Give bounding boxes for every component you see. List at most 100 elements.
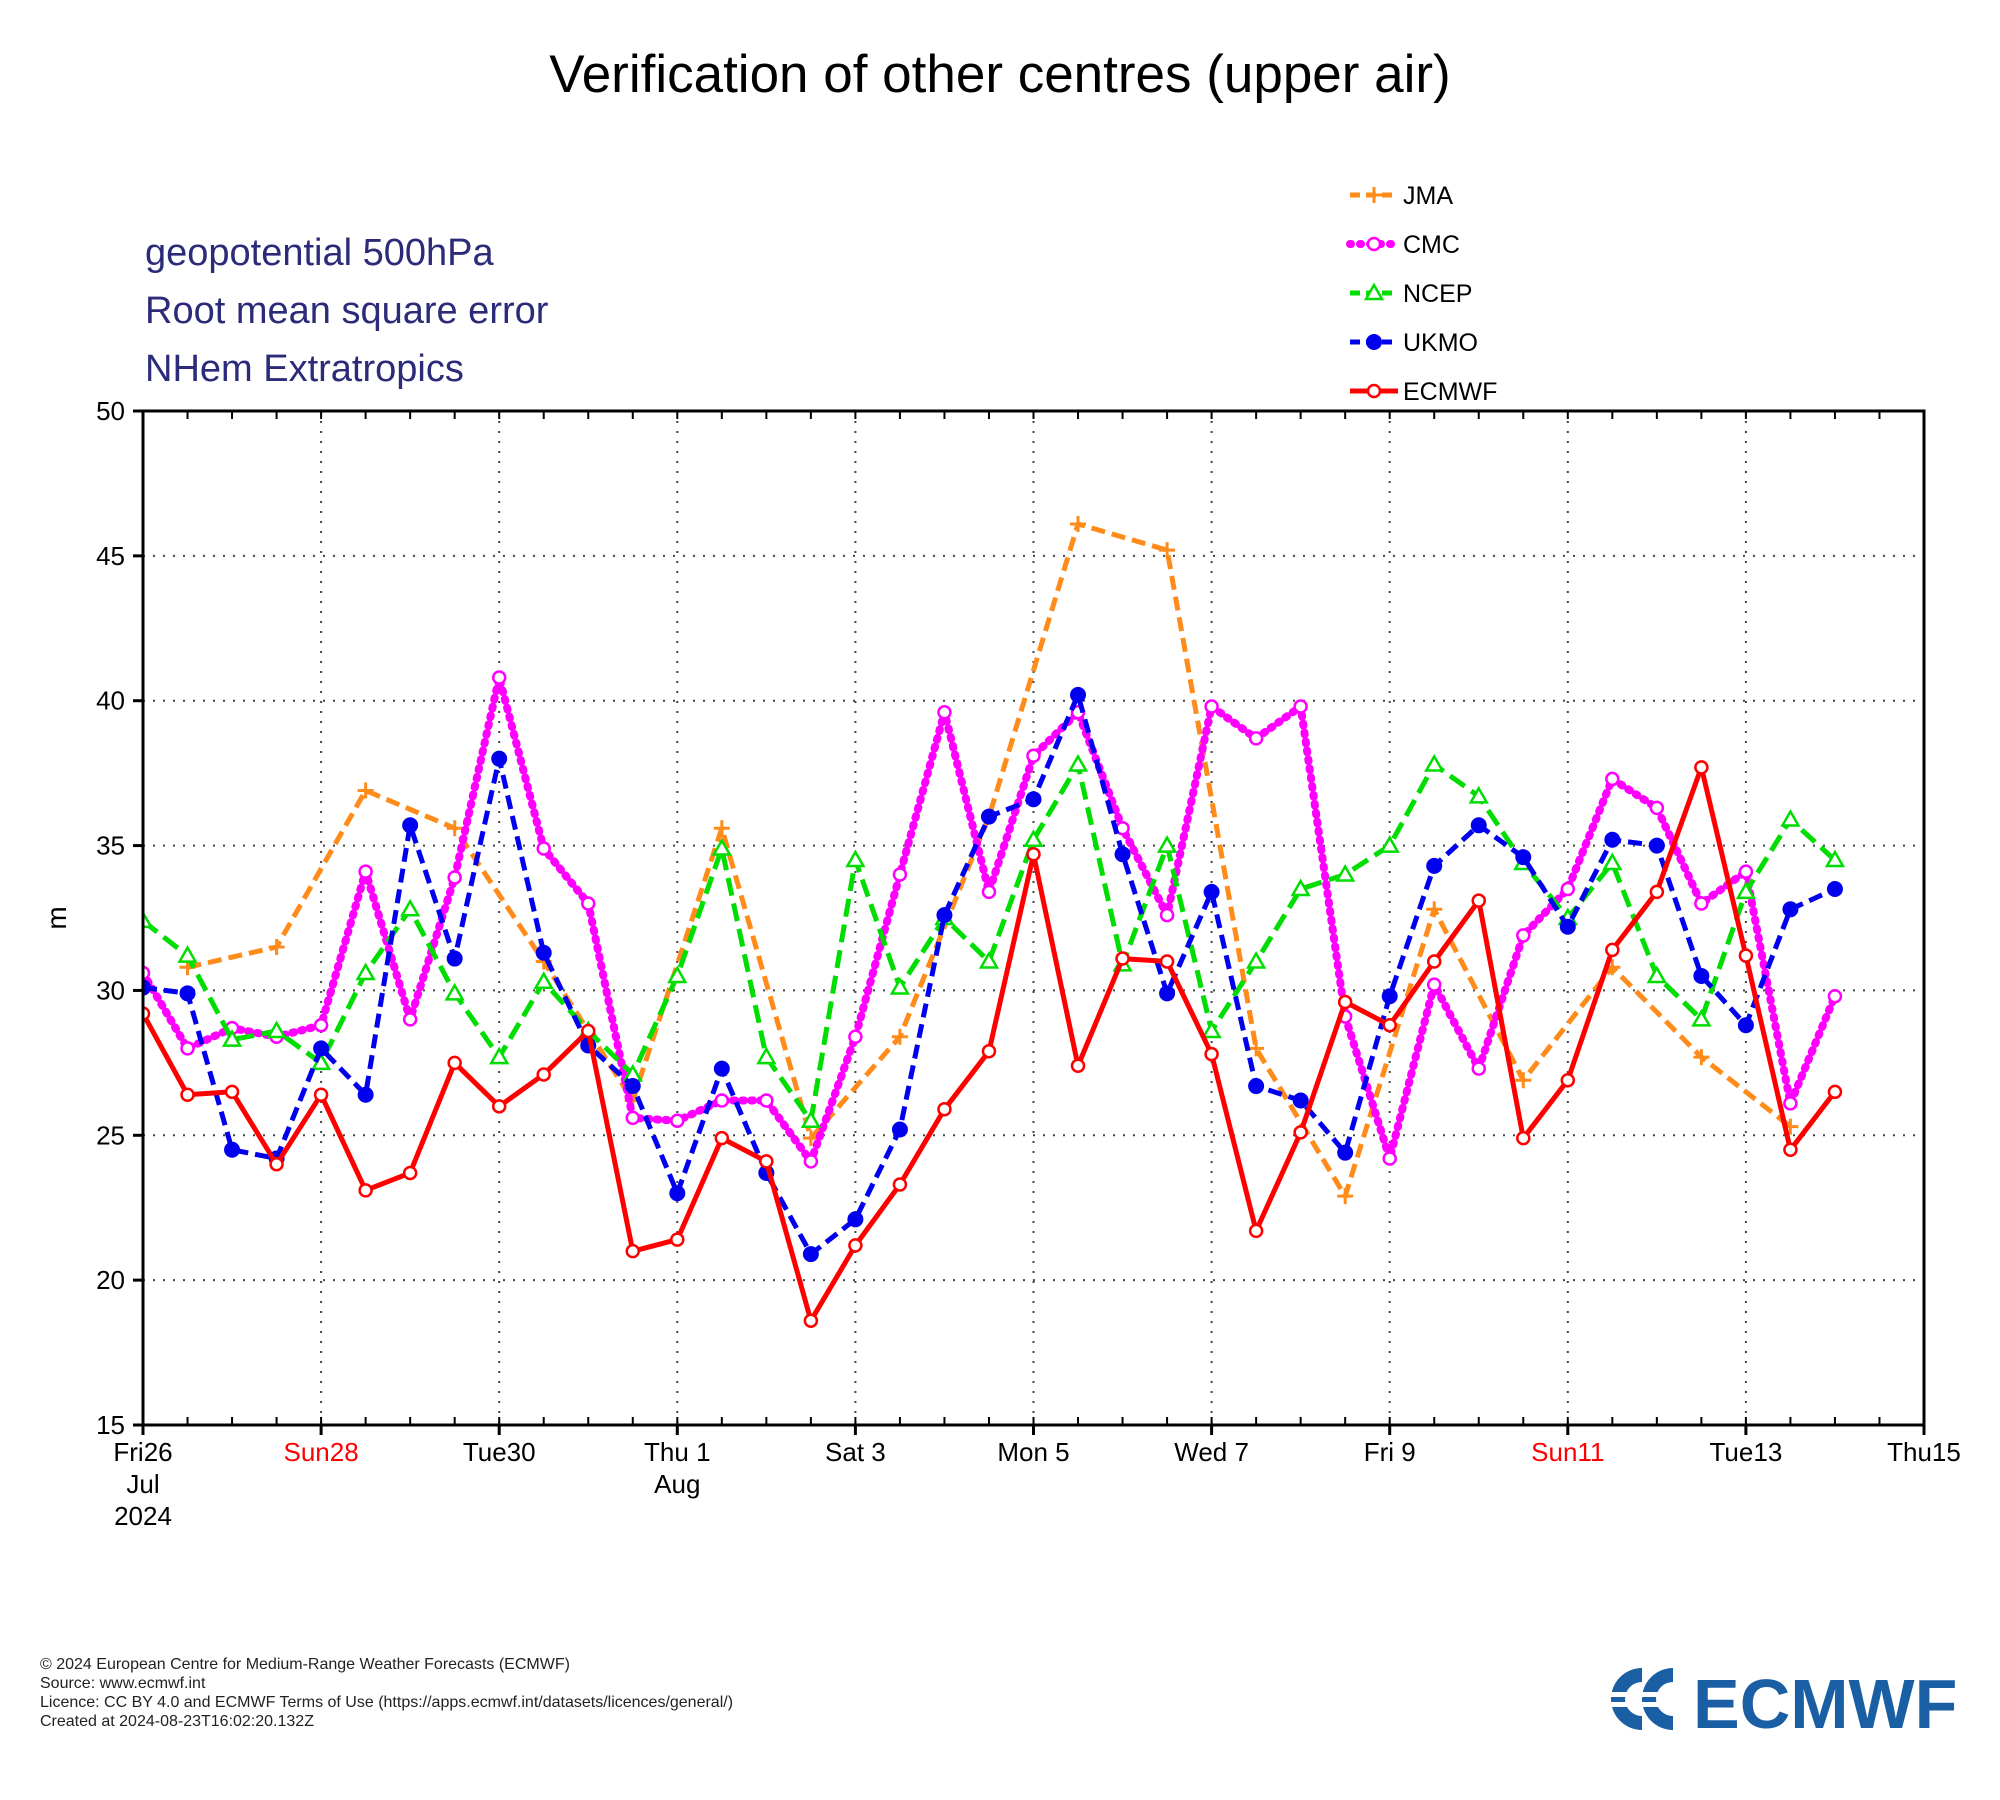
data-point-cmc <box>1649 800 1665 816</box>
data-point-ecmwf <box>1738 948 1754 963</box>
footer: © 2024 European Centre for Medium-Range … <box>40 1655 733 1731</box>
created-text: Created at 2024-08-23T16:02:20.132Z <box>40 1713 314 1730</box>
legend-label-cmc: CMC <box>1403 231 1460 259</box>
data-point-ncep <box>1290 878 1311 897</box>
data-point-cmc <box>491 670 507 685</box>
x-tick-label: Thu15 <box>1887 1437 1961 1467</box>
data-point-ecmwf <box>625 1243 641 1259</box>
data-point-ecmwf <box>1471 893 1486 908</box>
data-point-jma <box>713 820 730 837</box>
data-point-cmc <box>1694 896 1709 911</box>
data-point-cmc <box>981 884 997 900</box>
data-point-ecmwf <box>1783 1142 1798 1158</box>
data-point-ukmo <box>802 1246 819 1263</box>
data-point-ukmo <box>1114 846 1131 863</box>
data-point-ecmwf <box>1337 994 1353 1010</box>
data-point-ukmo <box>1604 831 1621 848</box>
legend-marker-ncep <box>1363 282 1385 301</box>
x-tick-label: Mon 5 <box>997 1437 1069 1467</box>
data-point-cmc <box>759 1093 774 1108</box>
data-point-ecmwf <box>1293 1125 1308 1140</box>
data-point-ncep <box>1335 864 1356 882</box>
data-point-jma <box>891 1028 908 1045</box>
data-point-jma <box>1515 1072 1532 1089</box>
data-point-cmc <box>1516 928 1531 943</box>
data-point-cmc <box>1560 881 1576 897</box>
data-point-ncep <box>667 965 688 984</box>
data-point-ecmwf <box>1560 1072 1576 1088</box>
data-point-cmc <box>1426 977 1442 992</box>
data-point-ukmo <box>847 1211 864 1228</box>
data-point-ukmo <box>1248 1078 1265 1095</box>
data-point-ecmwf <box>1694 760 1709 775</box>
x-tick-label: Fri 9 <box>1364 1437 1416 1467</box>
data-point-cmc <box>313 1017 329 1033</box>
series-line-jma <box>186 521 1792 1199</box>
data-point-ukmo <box>1470 817 1487 834</box>
data-point-ecmwf <box>447 1055 462 1071</box>
data-point-ncep <box>489 1046 510 1065</box>
data-point-ncep <box>1824 849 1846 868</box>
data-point-ecmwf <box>1115 951 1130 966</box>
x-tick-label: Aug <box>654 1469 700 1499</box>
source-text: Source: www.ecmwf.int <box>40 1675 206 1692</box>
data-point-cmc <box>1293 699 1308 714</box>
ecmwf-emblem-icon <box>1597 1668 1689 1730</box>
legend-marker-jma <box>1366 187 1382 203</box>
x-tick-label: Jul <box>126 1469 159 1499</box>
data-point-ecmwf <box>1426 954 1442 969</box>
x-tick-label: Tue13 <box>1710 1437 1783 1467</box>
data-point-ecmwf <box>1827 1084 1843 1100</box>
legend-item-ncep: NCEP <box>1350 280 1472 308</box>
data-point-ncep <box>1245 950 1267 969</box>
data-point-cmc <box>358 864 373 879</box>
data-point-cmc <box>447 870 462 885</box>
data-point-ecmwf <box>581 1023 596 1039</box>
data-point-ncep <box>1067 753 1089 772</box>
y-tick-label: 15 <box>96 1410 125 1440</box>
data-point-ecmwf <box>759 1154 774 1169</box>
data-point-ecmwf <box>1204 1046 1219 1062</box>
ecmwf-logo-text: ECMWF <box>1693 1665 1957 1738</box>
data-point-ecmwf <box>892 1177 908 1192</box>
data-point-cmc <box>1605 771 1620 787</box>
licence-text: Licence: CC BY 4.0 and ECMWF Terms of Us… <box>40 1694 734 1711</box>
data-point-cmc <box>1248 731 1264 746</box>
data-point-ncep <box>1379 835 1400 853</box>
data-point-ncep <box>444 982 465 1001</box>
legend-label-jma: JMA <box>1403 182 1453 210</box>
data-point-jma <box>446 820 463 837</box>
data-point-ncep <box>266 1020 287 1039</box>
data-point-ncep <box>1735 881 1757 900</box>
data-point-ukmo <box>1426 857 1443 874</box>
data-point-ukmo <box>224 1141 241 1158</box>
data-point-ncep <box>399 898 421 917</box>
data-point-ecmwf <box>981 1044 997 1059</box>
series-layer <box>143 515 1846 1328</box>
y-tick-label: 45 <box>96 541 125 571</box>
data-point-ukmo <box>624 1078 641 1095</box>
data-point-jma <box>1159 542 1176 559</box>
data-point-ecmwf <box>402 1165 418 1181</box>
series-ukmo <box>143 686 1843 1263</box>
legend-label-ukmo: UKMO <box>1403 329 1478 357</box>
y-tick-label: 35 <box>96 831 125 861</box>
data-point-jma <box>1426 901 1443 918</box>
data-point-ukmo <box>143 979 151 996</box>
legend-marker-cmc <box>1366 236 1382 252</box>
data-point-ecmwf <box>269 1157 284 1172</box>
x-tick-label: Thu 1 <box>644 1437 711 1467</box>
copyright-text: © 2024 European Centre for Medium-Range … <box>40 1656 570 1673</box>
data-point-ncep <box>1156 835 1178 853</box>
data-point-ncep <box>978 950 1000 969</box>
y-tick-label: 30 <box>96 975 125 1005</box>
data-point-ukmo <box>1826 881 1843 898</box>
data-point-ncep <box>143 910 154 929</box>
x-tick-label: Sun28 <box>284 1437 359 1467</box>
data-point-ncep <box>1646 965 1668 984</box>
legend: JMA CMC NCEP UKMO ECMWF <box>1346 182 1497 406</box>
data-point-ncep <box>800 1110 822 1129</box>
data-point-cmc <box>670 1113 685 1129</box>
